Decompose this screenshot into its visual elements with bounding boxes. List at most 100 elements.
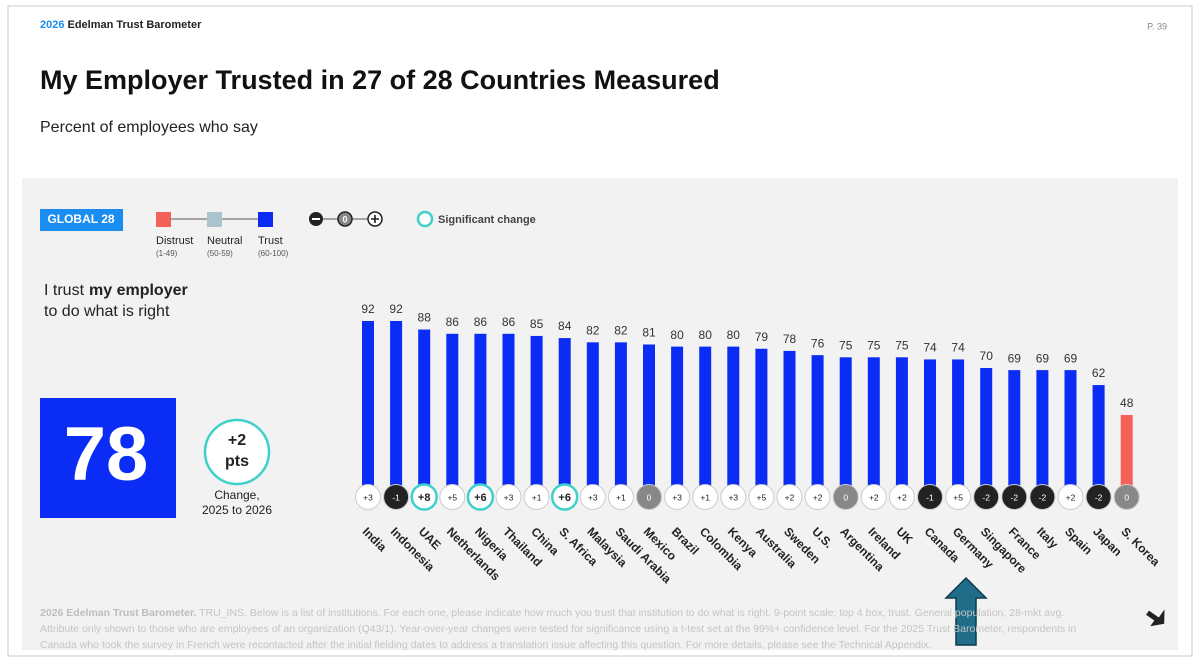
- bar: [839, 357, 852, 497]
- statement: I trust my employer: [44, 282, 188, 299]
- legend-swatch: [258, 212, 273, 227]
- zero-icon: [337, 211, 353, 227]
- change-label: 0: [1124, 492, 1129, 502]
- value-label: 92: [361, 302, 375, 316]
- change-marker: [523, 484, 550, 510]
- subtitle: Percent of employees who say: [40, 119, 258, 136]
- change-label: +2: [1066, 492, 1076, 502]
- statement-post: to do what is right: [44, 303, 170, 320]
- value-label: 74: [951, 341, 965, 355]
- change-label: +3: [672, 492, 682, 502]
- bar: [1120, 414, 1133, 497]
- value-label: 80: [670, 328, 684, 342]
- change-marker: [1085, 484, 1112, 510]
- change-marker: [1001, 484, 1028, 510]
- change-label: -2: [1039, 492, 1047, 502]
- change-marker: [1029, 484, 1056, 510]
- brand-year: 2026: [40, 19, 64, 31]
- bar: [867, 357, 880, 497]
- pointer-arrow: [944, 576, 988, 646]
- change-marker: [973, 484, 1000, 510]
- change-label: +8: [418, 492, 431, 504]
- value-label: 74: [923, 341, 937, 355]
- change-label: -2: [1095, 492, 1103, 502]
- change-label: +5: [757, 492, 767, 502]
- value-label: 82: [586, 324, 600, 338]
- significant-text: Significant change: [438, 214, 536, 226]
- value-label: 69: [1064, 351, 1078, 365]
- bar: [811, 355, 824, 497]
- brand-name: Edelman Trust Barometer: [67, 19, 202, 31]
- change-marker: [945, 484, 972, 510]
- badge: [40, 209, 123, 231]
- bar: [614, 342, 627, 497]
- change-marker: [355, 484, 381, 510]
- legend-range: (60-100): [258, 249, 289, 258]
- title: My Employer Trusted in 27 of 28 Countrie…: [40, 65, 720, 95]
- change-marker: [607, 484, 634, 510]
- bar: [418, 329, 431, 497]
- change-label: +2: [897, 492, 907, 502]
- legend-range: (1-49): [156, 249, 178, 258]
- footnote: 2026 Edelman Trust Barometer. TRU_INS. B…: [40, 605, 1100, 653]
- value-label: 81: [642, 326, 656, 340]
- bar: [530, 335, 543, 497]
- significant-icon: [416, 210, 434, 228]
- value-label: 75: [839, 338, 853, 352]
- value-label: 88: [418, 311, 432, 325]
- change-label: -1: [392, 492, 400, 502]
- value-label: 75: [895, 338, 909, 352]
- global-box: [40, 398, 176, 518]
- legend-label: Trust: [258, 235, 283, 247]
- global-value: 78: [64, 412, 149, 497]
- change-label: -1: [926, 492, 934, 502]
- legend-range: (50-59): [207, 249, 233, 258]
- value-label: 80: [727, 328, 741, 342]
- page-number: P. 39: [1147, 21, 1167, 31]
- change-marker: [466, 483, 495, 511]
- bar: [671, 346, 684, 497]
- change-label: +1: [700, 492, 710, 502]
- change-marker: [579, 484, 606, 510]
- change-label: +1: [532, 492, 542, 502]
- change-label: +2: [785, 492, 795, 502]
- value-label: 86: [446, 315, 460, 329]
- change-marker: [664, 484, 691, 510]
- zero-text: 0: [342, 214, 347, 224]
- legend: Distrust (1-49) Neutral (50-59) Trust (60-100…: [156, 212, 289, 258]
- change-label: 0: [843, 492, 848, 502]
- value-label: 70: [980, 349, 994, 363]
- change-label: +1: [616, 492, 626, 502]
- brand: 2026 Edelman Trust Barometer: [40, 19, 202, 31]
- value-label: 86: [474, 315, 488, 329]
- change-marker: [383, 484, 410, 510]
- bar: [952, 359, 965, 497]
- value-label: 62: [1092, 366, 1106, 380]
- bar: [727, 346, 740, 497]
- value-label: 78: [783, 332, 797, 346]
- legend-label: Neutral: [207, 235, 242, 247]
- change-marker: [860, 484, 887, 510]
- legend-label: Distrust: [156, 235, 193, 247]
- bar: [895, 357, 908, 497]
- bar: [446, 333, 459, 497]
- panel: [22, 178, 1178, 650]
- minus-sign: [312, 218, 320, 220]
- bar: [502, 333, 515, 497]
- value-label: 92: [389, 302, 403, 316]
- caption: Change,: [214, 488, 259, 502]
- change-label: +5: [447, 492, 457, 502]
- footnote-note: TRU_INS. Below is a list of institutions…: [40, 607, 1077, 651]
- bar: [390, 320, 403, 497]
- change-marker: [410, 483, 438, 511]
- bar: [643, 344, 655, 497]
- statement-bold: my employer: [89, 282, 188, 299]
- nav-arrow[interactable]: [1142, 602, 1171, 631]
- bar: [980, 367, 993, 497]
- bar: [362, 320, 374, 497]
- change-label: +2: [869, 492, 879, 502]
- bar: [1064, 370, 1077, 497]
- value-label: 69: [1008, 351, 1022, 365]
